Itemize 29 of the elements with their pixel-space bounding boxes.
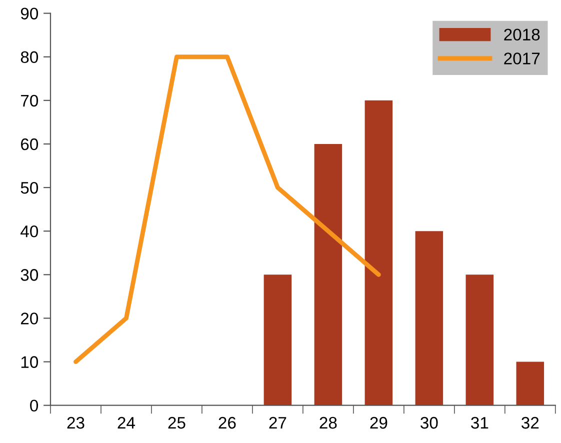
x-tick-label: 31 xyxy=(471,416,488,429)
bar xyxy=(516,362,544,406)
y-tick-label: 80 xyxy=(20,51,38,64)
y-tick-label: 70 xyxy=(21,94,38,107)
x-tick-label: 26 xyxy=(218,416,236,429)
x-tick-label: 24 xyxy=(118,416,136,429)
legend-label: 2017 xyxy=(504,52,540,64)
y-tick-label: 10 xyxy=(21,356,38,368)
bar xyxy=(466,274,494,406)
x-tick-label: 27 xyxy=(269,416,286,429)
x-tick-label: 29 xyxy=(370,416,388,429)
y-tick-label: 20 xyxy=(20,312,38,324)
y-tick-label: 30 xyxy=(20,269,38,281)
bar xyxy=(364,100,393,406)
x-tick-label: 23 xyxy=(67,416,84,429)
y-tick-label: 90 xyxy=(20,8,38,20)
x-tick-label: 30 xyxy=(420,416,438,429)
line-series xyxy=(74,54,381,364)
y-tick-label: 40 xyxy=(20,226,38,238)
bar xyxy=(415,231,444,406)
x-tick-label: 25 xyxy=(168,416,186,429)
x-tick-label: 28 xyxy=(320,416,337,429)
x-tick-label: 32 xyxy=(522,416,539,429)
y-tick-label: 60 xyxy=(20,138,38,150)
bar xyxy=(314,144,342,406)
y-tick-label: 0 xyxy=(30,400,38,412)
legend-label: 2018 xyxy=(504,28,540,41)
bar xyxy=(264,274,292,406)
y-tick-label: 50 xyxy=(20,182,38,194)
